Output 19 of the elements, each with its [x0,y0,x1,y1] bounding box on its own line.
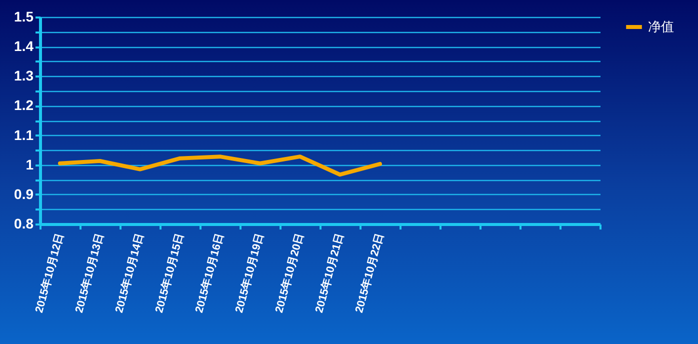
y-tick-label: 0.9 [14,186,34,202]
y-tick-label: 1.5 [14,8,34,24]
x-tick-label: 2015年10月14日 [112,232,146,314]
x-tick-label: 2015年10月22日 [352,232,386,314]
legend-label: 净值 [648,19,674,34]
y-tick-label: 1.2 [14,97,34,114]
y-tick-label: 1.4 [14,38,34,54]
y-tick-label: 1.1 [14,126,34,143]
x-tick-label: 2015年10月16日 [192,232,226,314]
x-tick-label: 2015年10月21日 [312,232,346,314]
y-tick-label: 1.3 [14,68,34,84]
line-series [58,154,382,177]
x-tick-label: 2015年10月12日 [32,232,66,314]
x-tick-label: 2015年10月15日 [152,232,186,314]
x-tick-label: 2015年10月19日 [232,232,266,314]
y-tick-label: 0.8 [14,216,34,232]
x-tick-label: 2015年10月13日 [72,232,106,314]
y-tick-label: 1 [26,156,34,172]
x-tick-label: 2015年10月20日 [272,232,306,314]
